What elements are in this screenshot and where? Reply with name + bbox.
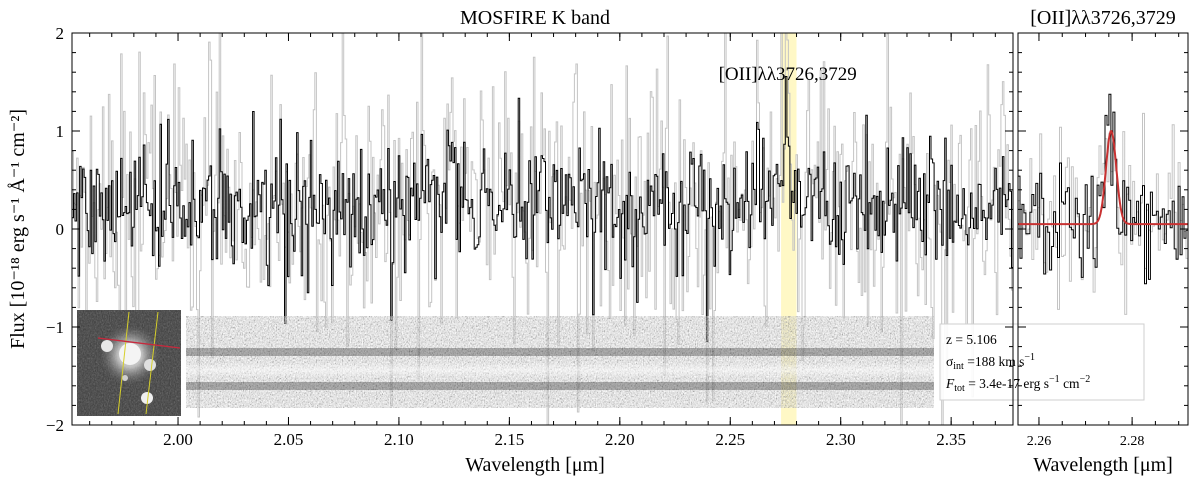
fit-legend: z = 5.106 σint =188 km s−1 Ftot = 3.4e-1… bbox=[939, 323, 1145, 401]
main-flux-line bbox=[72, 76, 1013, 342]
main-x-tick-label: 2.00 bbox=[163, 430, 193, 449]
zoom-gaussian-fit bbox=[1018, 130, 1188, 226]
main-y-tick-label: 2 bbox=[56, 24, 65, 43]
zoom-x-tick-label: 2.28 bbox=[1120, 434, 1145, 449]
legend-flux: Ftot = 3.4e-17 erg s−1 cm−2 bbox=[945, 374, 1090, 394]
main-x-tick-label: 2.25 bbox=[715, 430, 745, 449]
oii-line-label: [OII]λλ3726,3729 bbox=[719, 64, 857, 85]
main-axis-ticks: 2.00 2.05 2.10 2.15 2.20 2.25 2.30 2.35 2 1 0 −1 −2 bbox=[46, 24, 1013, 449]
imaging-cutout bbox=[77, 310, 181, 416]
zoom-flux-line bbox=[1018, 93, 1188, 285]
zoom-panel: [OII]λλ3726,3729 2.26 2.28 Wavelength [μm… bbox=[1017, 7, 1189, 476]
main-panel: MOSFIRE K band [OII]λλ3726,3729 bbox=[7, 7, 1145, 476]
main-y-tick-label: −2 bbox=[46, 416, 64, 435]
main-error-envelope bbox=[72, 33, 1013, 425]
legend-redshift: z = 5.106 bbox=[946, 332, 997, 347]
main-y-tick-label: 0 bbox=[56, 220, 65, 239]
main-x-tick-label: 2.10 bbox=[384, 430, 414, 449]
main-ylabel: Flux [10⁻¹⁸ erg s⁻¹ Å⁻¹ cm⁻²] bbox=[7, 109, 29, 349]
2d-spectrum bbox=[186, 316, 934, 408]
main-title: MOSFIRE K band bbox=[460, 7, 610, 29]
main-x-tick-label: 2.05 bbox=[274, 430, 304, 449]
zoom-error-envelope bbox=[1018, 112, 1188, 315]
main-y-tick-label: 1 bbox=[56, 122, 65, 141]
main-x-tick-label: 2.35 bbox=[936, 430, 966, 449]
zoom-title: [OII]λλ3726,3729 bbox=[1030, 7, 1175, 29]
main-x-tick-label: 2.30 bbox=[826, 430, 856, 449]
main-y-tick-label: −1 bbox=[46, 318, 64, 337]
main-x-tick-label: 2.20 bbox=[605, 430, 635, 449]
main-x-tick-label: 2.15 bbox=[494, 430, 524, 449]
zoom-axis-ticks: 2.26 2.28 bbox=[1018, 32, 1188, 449]
main-xlabel: Wavelength [μm] bbox=[465, 454, 605, 476]
zoom-xlabel: Wavelength [μm] bbox=[1033, 454, 1173, 476]
legend-sigma: σint =188 km s−1 bbox=[946, 352, 1035, 372]
zoom-x-tick-label: 2.26 bbox=[1027, 434, 1052, 449]
